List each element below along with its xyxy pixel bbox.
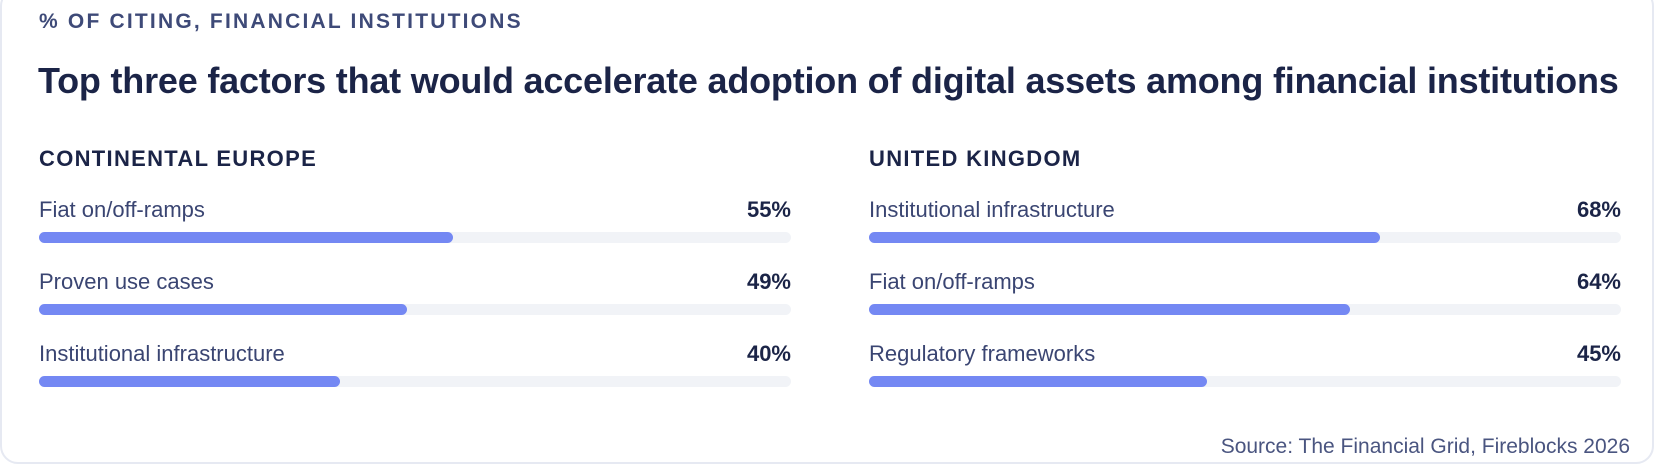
bar-track <box>869 304 1621 315</box>
source-note: Source: The Financial Grid, Fireblocks 2… <box>1220 435 1630 458</box>
bar-category-label: Fiat on/off-ramps <box>869 269 1035 294</box>
chart-title: Top three factors that would accelerate … <box>38 60 1619 101</box>
panel-title: CONTINENTAL EUROPE <box>39 146 318 171</box>
bar <box>869 232 1381 243</box>
bar-row: Fiat on/off-ramps 64% <box>869 268 1621 340</box>
bar <box>39 232 453 243</box>
bar-row: Regulatory frameworks 45% <box>869 340 1621 412</box>
bar-value-label: 55% <box>746 197 791 222</box>
bar-value-label: 49% <box>746 269 791 294</box>
bar <box>39 304 408 315</box>
panel-continental-europe: CONTINENTAL EUROPE Fiat on/off-ramps 55% P… <box>39 144 791 412</box>
panel-title: UNITED KINGDOM <box>869 146 1082 171</box>
bar-value-label: 45% <box>1576 341 1621 366</box>
bar <box>869 376 1208 387</box>
panel-united-kingdom: UNITED KINGDOM Institutional infrastruct… <box>869 144 1621 412</box>
bar-value-label: 40% <box>746 341 791 366</box>
bar-category-label: Proven use cases <box>39 269 214 294</box>
bar-category-label: Fiat on/off-ramps <box>39 197 205 222</box>
bar-track <box>39 232 791 243</box>
bar-value-label: 64% <box>1576 269 1621 294</box>
bar-list: Institutional infrastructure 68% Fiat on/o… <box>869 196 1621 412</box>
bar-row: Proven use cases 49% <box>39 268 791 340</box>
bar-row: Institutional infrastructure 68% <box>869 196 1621 268</box>
bar-category-label: Regulatory frameworks <box>869 341 1096 366</box>
bar-row: Institutional infrastructure 40% <box>39 340 791 412</box>
bar-row: Fiat on/off-ramps 55% <box>39 196 791 268</box>
bar-category-label: Institutional infrastructure <box>39 341 285 366</box>
bar-track <box>39 376 791 387</box>
bar <box>39 376 340 387</box>
bar <box>869 304 1351 315</box>
bar-track <box>869 376 1621 387</box>
bar-track <box>869 232 1621 243</box>
chart-eyebrow: % OF CITING, FINANCIAL INSTITUTIONS <box>39 10 523 33</box>
bar-value-label: 68% <box>1576 197 1621 222</box>
bar-track <box>39 304 791 315</box>
bar-list: Fiat on/off-ramps 55% Proven use cases 49% I… <box>39 196 791 412</box>
bar-category-label: Institutional infrastructure <box>869 197 1115 222</box>
